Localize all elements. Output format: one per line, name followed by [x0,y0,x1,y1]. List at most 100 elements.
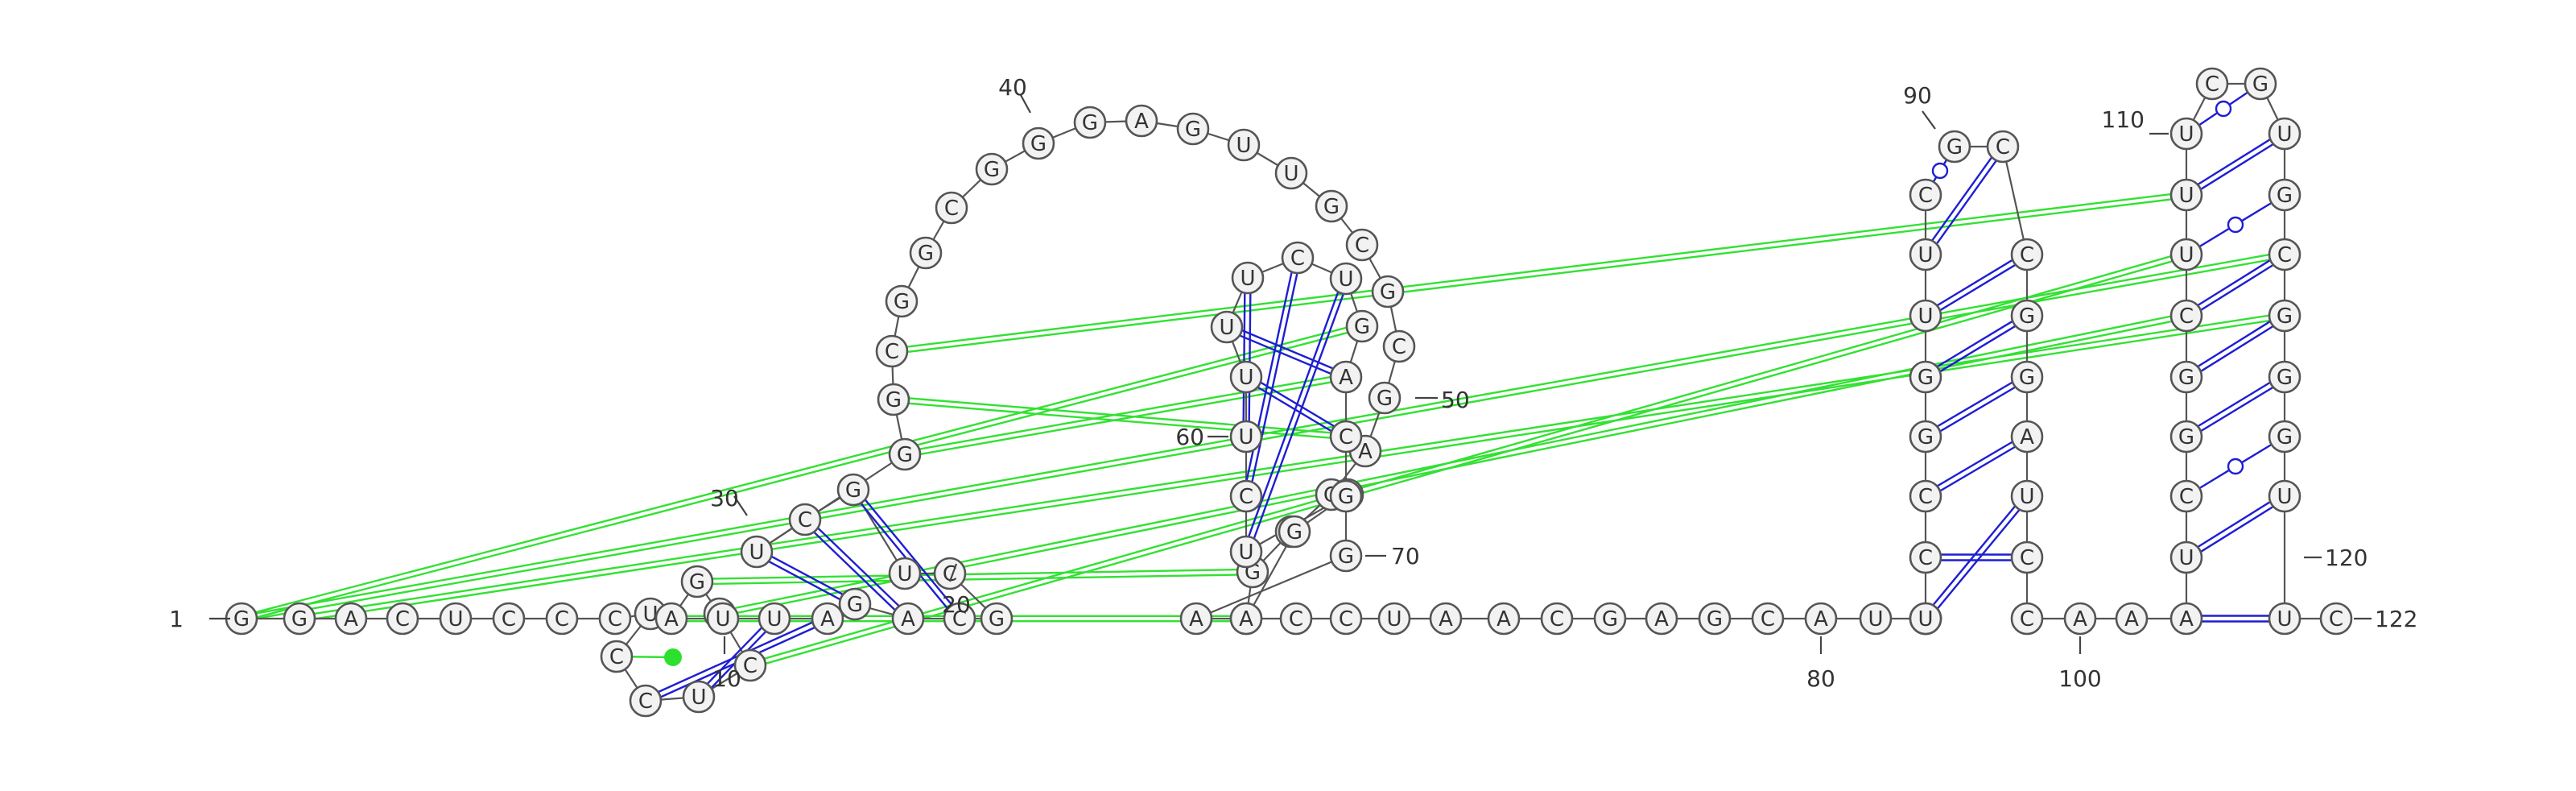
nucleotide: G [836,473,870,507]
nucleotide-letter: G [2178,425,2194,449]
nucleotide-circle [877,383,910,416]
nucleotide-circle [1859,602,1893,636]
nucleotide-circle [629,684,663,718]
nucleotide: G [2169,360,2203,394]
nucleotide-letter: G [894,290,910,314]
nucleotide-letter: U [715,607,730,632]
nucleotide-letter: G [1380,280,1396,304]
nucleotide-letter: C [555,607,569,632]
nucleotide: G [980,602,1013,636]
nucleotide: C [1986,130,2020,164]
nucleotide-letter: A [2073,607,2087,632]
nucleotide: G [1938,130,1971,164]
nucleotide-circle [2169,479,2203,513]
nucleotide-circle [1382,329,1416,363]
base-pair-line [1242,292,1246,421]
nucleotide-circle [1909,540,1942,574]
nucleotide-circle [2268,299,2301,333]
nucleotide-letter: A [1189,607,1203,632]
nucleotide-letter: U [766,607,782,632]
nucleotide-circle [1371,275,1405,309]
nucleotide-circle [334,602,368,636]
nucleotide-letter: U [448,607,463,632]
nucleotide-circle [1022,126,1055,160]
nucleotide-letter: U [2019,485,2034,509]
base-pair-line [1939,325,2017,373]
nucleotide-letter: C [1918,184,1933,208]
nucleotide: G [838,587,872,621]
nucleotide: U [2169,540,2203,574]
gu-pair-marker [1931,162,1949,180]
nucleotide-letter: C [608,607,622,632]
nucleotide: U [2169,238,2203,271]
pseudoknot-line [242,255,2285,623]
nucleotide: C [492,602,526,636]
nucleotide: U [1229,360,1263,394]
nucleotide: A [891,602,925,636]
nucleotide-letter: C [1339,607,1353,632]
nucleotide: G [2268,420,2301,453]
nucleotide-circle [2010,602,2044,636]
nucleotide-circle [1281,241,1315,275]
nucleotide: C [545,602,579,636]
base-pair-line [2197,501,2271,549]
nucleotide-letter: C [502,607,516,632]
nucleotide-circle [1909,178,1942,212]
nucleotide: C [933,557,967,590]
nucleotide: G [2268,360,2301,394]
nucleotide-circle [1593,602,1627,636]
nucleotide-circle [2169,178,2203,212]
position-label: 70 [1391,543,1420,569]
nucleotide: G [1315,189,1348,223]
pseudoknot-line [749,251,2186,665]
nucleotide-circle [975,152,1009,186]
base-pair-line [1935,159,1997,245]
nucleotide: U [2169,178,2203,212]
position-label: 20 [942,591,971,618]
nucleotide: C [1279,602,1313,636]
nucleotide-letter: G [2019,304,2035,329]
base-pair-line [1248,293,1252,422]
nucleotide-letter: A [1654,607,1669,632]
nucleotide-circle [888,437,922,471]
nucleotide: G [2244,67,2277,101]
base-pair-line [1937,381,2013,428]
nucleotide-circle [933,557,967,590]
nucleotide: A [1229,602,1263,636]
nucleotide-letter: G [984,158,1000,182]
nucleotide: A [1429,602,1463,636]
nucleotide: G [909,236,943,270]
base-pair-line [1936,259,2013,307]
nucleotide-letter: U [1918,304,1933,329]
nucleotide: A [1487,602,1521,636]
nucleotide-letter: U [1236,134,1251,158]
nucleotide: C [1281,241,1315,275]
position-label: 10 [712,665,741,692]
nucleotide-letter: G [897,443,913,467]
nucleotide-letter: G [845,478,861,503]
nucleotide-circle [1229,535,1263,569]
nucleotide: A [1179,602,1213,636]
nucleotide-letter: G [1323,195,1340,219]
nucleotide-letter: A [664,607,679,632]
nucleotide-letter: U [2277,122,2292,147]
nucleotide-circle [2169,299,2203,333]
nucleotide-circle [2169,540,2203,574]
nucleotide-letter: G [2277,184,2293,208]
nucleotide-circle [2268,420,2301,453]
base-pair-line [1931,156,1993,242]
position-label: 110 [2102,106,2145,133]
nucleotide: U [2268,117,2301,151]
base-pair-line [1936,320,2013,368]
nucleotide-letter: A [1496,607,1511,632]
nucleotide-letter: G [918,242,934,266]
nucleotide-letter: G [1918,366,1934,390]
nucleotide: G [680,565,714,598]
nucleotide-letter: U [749,540,764,565]
base-pair-line [2200,325,2274,372]
nucleotide: C [2195,67,2229,101]
gu-pair-marker [2227,216,2244,234]
nucleotide-letter: A [2124,607,2139,632]
pseudoknot-line [894,396,1347,436]
